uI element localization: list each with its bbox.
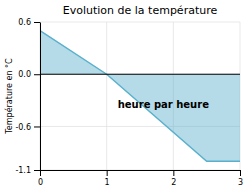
grid <box>40 22 240 170</box>
area <box>40 31 240 162</box>
line <box>40 31 240 162</box>
annotation: heure par heure <box>118 99 209 110</box>
tick-label: 0.0 <box>18 70 31 79</box>
grid-line <box>40 74 240 75</box>
title: Evolution de la température <box>63 4 218 17</box>
y-axis: -1.1 -0.6 0.0 0.6 <box>15 18 40 175</box>
y-tick: 0.0 <box>18 70 40 79</box>
x-tick: 1 <box>105 170 110 187</box>
y-tick: -1.1 <box>15 166 40 175</box>
tick-mark <box>173 170 174 176</box>
tick-mark <box>107 170 108 176</box>
grid-line <box>40 22 41 170</box>
tick-label: 0.6 <box>18 18 31 27</box>
x-tick: 2 <box>171 170 176 187</box>
x-axis: 0 1 2 3 <box>38 170 243 187</box>
grid-line <box>40 22 240 23</box>
tick-label: 2 <box>171 178 176 187</box>
x-tick: 3 <box>238 170 243 187</box>
tick-mark <box>34 126 40 127</box>
tick-label: 0 <box>38 178 43 187</box>
tick-label: -0.6 <box>15 123 31 132</box>
grid-line <box>40 170 240 171</box>
tick-mark <box>34 22 40 23</box>
y-tick: 0.6 <box>18 18 40 27</box>
tick-label: -1.1 <box>15 166 31 175</box>
tick-mark <box>34 74 40 75</box>
y-tick: -0.6 <box>15 123 40 132</box>
tick-mark <box>40 170 41 176</box>
plot: 0 1 2 3 -1.1 -0.6 0.0 0.6 heure par heure <box>15 18 243 187</box>
chart: 0 1 2 3 -1.1 -0.6 0.0 0.6 heure par heure Evoluti… <box>0 0 250 188</box>
marks <box>40 31 240 162</box>
tick-mark <box>34 170 40 171</box>
tick-label: 3 <box>238 178 243 187</box>
y-label: Température en °C <box>4 58 14 135</box>
axis-line <box>40 23 41 171</box>
x-tick: 0 <box>38 170 43 187</box>
tick-label: 1 <box>105 178 110 187</box>
grid-line <box>106 22 107 170</box>
zero-line <box>40 74 240 75</box>
axis-line <box>41 170 241 171</box>
tick-mark <box>240 170 241 176</box>
